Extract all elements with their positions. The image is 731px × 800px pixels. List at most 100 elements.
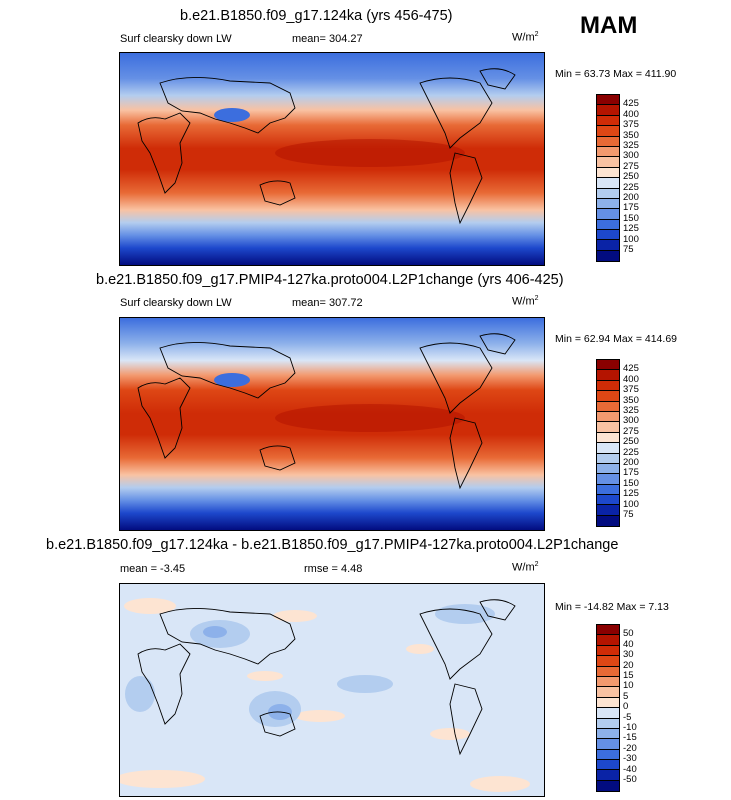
panel3-colorbar-tick-label: 30 <box>623 649 634 661</box>
panel2-colorbar-segment <box>597 391 619 402</box>
panel2-colorbar-tick-label: 300 <box>623 415 639 427</box>
panel3-colorbar-tick-label: 10 <box>623 680 634 692</box>
panel3-colorbar-segment <box>597 645 619 657</box>
panel2-colorbar-tick-label: 100 <box>623 498 639 510</box>
panel2-colorbar-tick-label: 200 <box>623 457 639 468</box>
panel2-colorbar-tick-label: 325 <box>623 405 639 416</box>
panel2-colorbar-segment <box>597 422 619 433</box>
panel1-colorbar-tick-label: 200 <box>623 192 639 203</box>
panel2-colorbar-tick-label: 250 <box>623 436 639 448</box>
panel2-variable: Surf clearsky down LW <box>120 297 232 309</box>
panel1-colorbar-segment <box>597 250 619 262</box>
panel3-colorbar <box>596 624 620 793</box>
panel2-colorbar-tick-label: 425 <box>623 363 639 375</box>
panel3-colorbar-tick-label: -10 <box>623 722 637 733</box>
panel3-colorbar-segment <box>597 687 619 698</box>
panel3-colorbar-tick-label: 0 <box>623 701 629 713</box>
panel2-colorbar-segment <box>597 411 619 423</box>
panel1-colorbar-tick-label: 100 <box>623 233 639 245</box>
panel1-mean: mean= 304.27 <box>292 33 363 45</box>
panel3-colorbar-tick-label: 5 <box>623 690 629 702</box>
panel3-colorbar-tick-label: 50 <box>623 628 634 640</box>
panel1-colorbar-segment <box>597 230 619 241</box>
panel1-colorbar-tick-label: 350 <box>623 129 639 141</box>
panel2-colorbar-segment <box>597 453 619 464</box>
panel2-colorbar-segment <box>597 380 619 392</box>
panel2-colorbar-tick-label: 175 <box>623 467 639 479</box>
panel3-colorbar-segment <box>597 718 619 729</box>
panel1-colorbar-segment <box>597 126 619 137</box>
panel1-colorbar-tick-label: 325 <box>623 140 639 151</box>
panel1-colorbar-segment <box>597 95 619 106</box>
panel3-colorbar-segment <box>597 666 619 677</box>
panel3-colorbar-segment <box>597 739 619 750</box>
panel1-colorbar-tick-label: 425 <box>623 98 639 110</box>
panel1-colorbar-segment <box>597 136 619 147</box>
panel2-colorbar-segment <box>597 474 619 485</box>
panel3-colorbar-segment <box>597 749 619 761</box>
panel2-colorbar-segment <box>597 495 619 506</box>
panel1-colorbar-tick-label: 175 <box>623 202 639 214</box>
panel1-colorbar-segment <box>597 240 619 251</box>
panel3-colorbar-segment <box>597 780 619 792</box>
panel3-mean: mean = -3.45 <box>120 563 186 575</box>
season-label: MAM <box>580 12 638 39</box>
panel1-colorbar-segment <box>597 167 619 179</box>
panel2-map <box>119 317 545 531</box>
panel3-colorbar-segment <box>597 760 619 771</box>
panel1-units: W/m2 <box>512 31 539 44</box>
panel2-colorbar-tick-label: 400 <box>623 373 639 385</box>
panel3-colorbar-tick-label: -30 <box>623 753 637 765</box>
panel1-tibet-low <box>214 108 250 122</box>
panel3-coastlines <box>137 599 516 756</box>
panel3-colorbar-segment <box>597 770 619 781</box>
panel3-colorbar-segment <box>597 656 619 667</box>
panel1-pacific-warm <box>275 139 465 167</box>
panel3-colorbar-tick-label: -50 <box>623 774 637 785</box>
panel2-colorbar-segment <box>597 360 619 371</box>
panel2-colorbar-tick-label: 375 <box>623 384 639 396</box>
panel1-colorbar-segment <box>597 188 619 199</box>
panel3-colorbar-tick-label: -20 <box>623 742 637 754</box>
panel3-colorbar-segment <box>597 697 619 709</box>
panel2-mean: mean= 307.72 <box>292 297 363 309</box>
panel3-colorbar-tick-label: -15 <box>623 732 637 744</box>
panel1-map <box>119 52 545 266</box>
panel2-colorbar-tick-label: 125 <box>623 488 639 500</box>
panel2-colorbar-tick-label: 225 <box>623 446 639 458</box>
panel1-minmax: Min = 63.73 Max = 411.90 <box>555 68 677 80</box>
panel1-colorbar-segment <box>597 209 619 220</box>
panel2-colorbar-tick-label: 150 <box>623 477 639 489</box>
panel2-minmax: Min = 62.94 Max = 414.69 <box>555 333 677 345</box>
panel3-rmse: rmse = 4.48 <box>304 563 363 575</box>
panel1-colorbar-tick-label: 300 <box>623 150 639 162</box>
panel3-positive-anomalies <box>120 598 530 792</box>
panel3-colorbar-tick-label: -5 <box>623 711 632 723</box>
panel2-colorbar-segment <box>597 401 619 412</box>
panel1-coastlines <box>137 68 516 225</box>
panel2-colorbar-segment <box>597 370 619 381</box>
panel1-colorbar <box>596 94 620 263</box>
panel1-colorbar-tick-label: 400 <box>623 108 639 120</box>
panel3-colorbar-segment <box>597 676 619 688</box>
panel2-colorbar-segment <box>597 443 619 454</box>
panel3-colorbar-segment <box>597 635 619 646</box>
panel2-colorbar-tick-label: 350 <box>623 394 639 406</box>
panel3-colorbar-segment <box>597 625 619 636</box>
panel1-colorbar-tick-label: 250 <box>623 171 639 183</box>
panel2-colorbar-segment <box>597 515 619 527</box>
panel2-tibet-low <box>214 373 250 387</box>
panel2-coastlines <box>137 333 516 490</box>
panel2-colorbar <box>596 359 620 528</box>
panel2-pacific-warm <box>275 404 465 432</box>
panel1-variable: Surf clearsky down LW <box>120 33 232 45</box>
panel2-units: W/m2 <box>512 295 539 308</box>
panel2-title: b.e21.B1850.f09_g17.PMIP4-127ka.proto004… <box>96 272 564 288</box>
panel3-title: b.e21.B1850.f09_g17.124ka - b.e21.B1850.… <box>46 537 619 553</box>
panel2-colorbar-segment <box>597 484 619 496</box>
panel2-colorbar-segment <box>597 432 619 444</box>
panel1-colorbar-segment <box>597 198 619 210</box>
panel1-colorbar-tick-label: 375 <box>623 119 639 131</box>
panel1-colorbar-segment <box>597 219 619 231</box>
panel1-colorbar-tick-label: 225 <box>623 181 639 193</box>
